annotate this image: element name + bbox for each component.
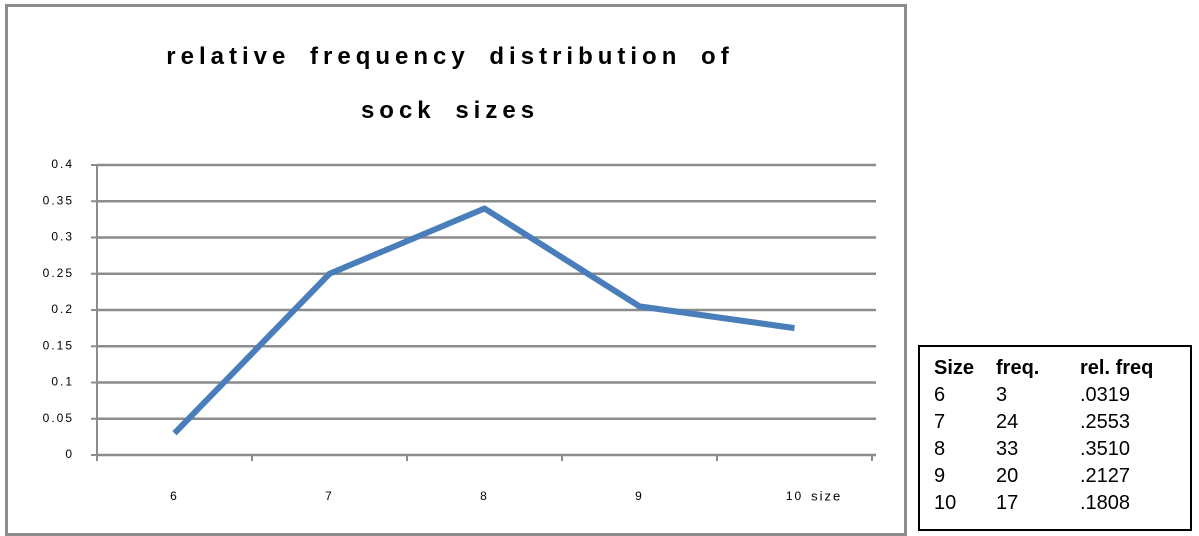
x-tick-label: 10: [786, 489, 803, 503]
table-row: 7 24 .2553: [934, 409, 1153, 436]
y-tick-label: 0: [65, 447, 74, 461]
frequency-table: Size freq. rel. freq 6 3 .0319 7 24 .2553 8 33 .351…: [918, 345, 1192, 531]
y-tick-label: 0.3: [51, 230, 74, 244]
table-cell: freq.: [996, 357, 1040, 379]
table-row: Size freq. rel. freq: [934, 355, 1153, 382]
y-tick-label: 0.1: [51, 375, 74, 389]
table-cell: .3510: [1080, 438, 1131, 460]
table-cell: 10: [934, 492, 957, 514]
table-row: 6 3 .0319: [934, 382, 1153, 409]
table-row: 10 17 .1808: [934, 490, 1153, 517]
x-tick-label: 6: [170, 489, 179, 503]
table-row: 8 33 .3510: [934, 436, 1153, 463]
table-cell: rel. freq: [1080, 357, 1154, 379]
y-tick-label: 0.15: [43, 338, 74, 352]
chart-frame: [5, 4, 907, 536]
table-cell: 20: [996, 465, 1019, 487]
table: Size freq. rel. freq 6 3 .0319 7 24 .2553 8 33 .351…: [934, 355, 1153, 517]
table-cell: 6: [934, 384, 946, 406]
table-cell: 33: [996, 438, 1019, 460]
chart: 0 0.05 0.1 0.15 0.2 0.25 0.3 0.35 0.4 6 7 8 9 10 size: [43, 157, 876, 503]
table-cell: .0319: [1080, 384, 1131, 406]
y-tick-label: 0.05: [43, 411, 74, 425]
table-cell: .1808: [1080, 492, 1131, 514]
table-cell: 3: [996, 384, 1008, 406]
table-cell: .2553: [1080, 411, 1131, 433]
y-tick-label: 0.35: [43, 193, 74, 207]
data-line: [172, 205, 795, 436]
table-cell: Size: [934, 357, 975, 379]
x-tick-label: 8: [480, 489, 489, 503]
table-cell: 17: [996, 492, 1019, 514]
y-tick-label: 0.25: [43, 266, 74, 280]
table-cell: .2127: [1080, 465, 1131, 487]
chart-title: relative frequency distribution of sock …: [166, 43, 734, 124]
table-cell: 7: [934, 411, 946, 433]
table-row: 9 20 .2127: [934, 463, 1153, 490]
y-tick-label: 0.4: [51, 157, 74, 171]
table-cell: 8: [934, 438, 946, 460]
x-axis-label: size: [811, 488, 842, 503]
table-cell: 24: [996, 411, 1019, 433]
table-cell: 9: [934, 465, 946, 487]
y-tick-label: 0.2: [51, 302, 74, 316]
x-tick-label: 7: [325, 489, 334, 503]
x-tick-label: 9: [635, 489, 644, 503]
